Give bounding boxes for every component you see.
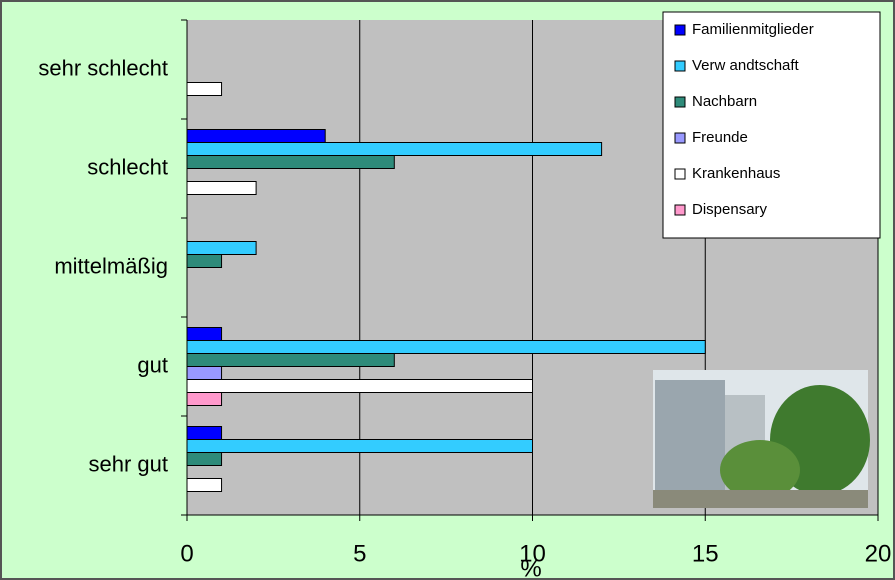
legend-swatch [674, 132, 686, 144]
legend-swatch [674, 60, 686, 72]
y-tick-label: schlecht [87, 154, 168, 179]
bar [186, 327, 223, 341]
x-tick-label: 20 [865, 540, 892, 567]
x-axis-label: % [520, 555, 541, 580]
photo-ground [653, 490, 868, 508]
legend-label: Krankenhaus [692, 165, 780, 182]
y-tick-label: gut [137, 352, 168, 377]
bar [186, 478, 223, 492]
bar [186, 353, 395, 367]
legend-swatch [674, 204, 686, 216]
bar [186, 340, 706, 354]
bar [186, 82, 223, 96]
legend-swatch [674, 24, 686, 36]
legend-swatch [674, 168, 686, 180]
bar [186, 155, 395, 169]
x-tick-label: 15 [692, 540, 719, 567]
photo [653, 370, 870, 508]
y-tick-label: sehr schlecht [38, 55, 168, 80]
photo-tree [720, 440, 800, 500]
bar [186, 452, 223, 466]
legend [662, 11, 881, 239]
bar [186, 366, 223, 380]
x-tick-label: 10 [519, 540, 546, 567]
bar [186, 426, 223, 440]
bar [186, 241, 257, 255]
x-tick-label: 0 [180, 540, 193, 567]
y-tick-label: mittelmäßig [54, 253, 168, 278]
bar [186, 254, 223, 268]
bar [186, 379, 533, 393]
x-tick-label: 5 [353, 540, 366, 567]
bar [186, 392, 223, 406]
legend-label: Nachbarn [692, 93, 757, 110]
bar [186, 439, 533, 453]
bar [186, 129, 326, 143]
bar [186, 181, 257, 195]
legend-label: Freunde [692, 129, 748, 146]
legend-label: Familienmitglieder [692, 21, 814, 38]
legend-label: Verw andtschaft [692, 57, 800, 74]
legend-swatch [674, 96, 686, 108]
y-tick-label: sehr gut [89, 451, 169, 476]
bar [186, 142, 603, 156]
legend-label: Dispensary [692, 201, 768, 218]
photo-building [655, 380, 725, 500]
